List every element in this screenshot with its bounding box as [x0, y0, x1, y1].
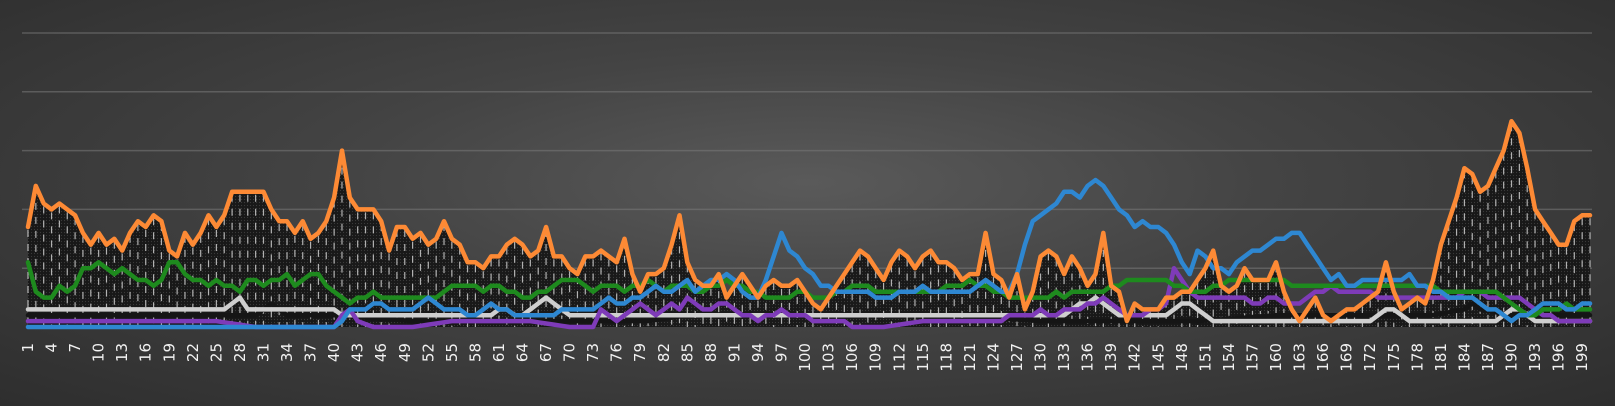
x-tick-label: 169: [1338, 343, 1356, 372]
x-tick-label: 40: [325, 343, 343, 362]
x-tick-label: 130: [1032, 343, 1050, 372]
x-tick-label: 16: [137, 343, 155, 362]
x-tick-label: 199: [1573, 343, 1591, 372]
area-under-orange-series: [28, 121, 1590, 327]
x-tick-label: 64: [514, 343, 532, 362]
x-tick-label: 31: [254, 343, 272, 362]
x-tick-label: 88: [702, 343, 720, 362]
x-tick-label: 121: [961, 343, 979, 372]
series-line-0: [25, 118, 1593, 324]
x-tick-label: 55: [443, 343, 461, 362]
x-tick-label: 109: [867, 343, 885, 372]
x-tick-label: 154: [1220, 343, 1238, 372]
x-tick-label: 112: [890, 343, 908, 372]
x-tick-label: 124: [984, 343, 1002, 372]
x-tick-label: 196: [1550, 343, 1568, 372]
x-tick-label: 76: [608, 343, 626, 362]
x-tick-label: 49: [396, 343, 414, 362]
gridlines: [22, 32, 1592, 269]
x-tick-label: 157: [1243, 343, 1261, 372]
x-tick-label: 181: [1432, 343, 1450, 372]
x-tick-label: 160: [1267, 343, 1285, 372]
x-tick-label: 100: [796, 343, 814, 372]
x-tick-label: 172: [1361, 343, 1379, 372]
x-tick-label: 22: [184, 343, 202, 362]
x-tick-label: 127: [1008, 343, 1026, 372]
x-tick-label: 118: [937, 343, 955, 372]
x-tick-label: 151: [1196, 343, 1214, 372]
x-tick-label: 103: [820, 343, 838, 372]
x-tick-label: 139: [1102, 343, 1120, 372]
x-tick-label: 19: [160, 343, 178, 362]
x-tick-label: 7: [66, 343, 84, 353]
x-tick-label: 82: [655, 343, 673, 362]
x-tick-label: 10: [90, 343, 108, 362]
x-tick-label: 34: [278, 343, 296, 362]
series-line-1: [25, 177, 1593, 330]
x-tick-label: 145: [1149, 343, 1167, 372]
x-tick-label: 190: [1503, 343, 1521, 372]
x-tick-labels: 1 4 7 10 13 16 19 22 25 28 31 34 37 40 43 46 49 52 55 58 61 6…: [19, 343, 1591, 372]
x-tick-label: 37: [302, 343, 320, 362]
x-tick-label: 67: [537, 343, 555, 362]
x-tick-label: 4: [43, 343, 61, 353]
x-tick-label: 133: [1055, 343, 1073, 372]
x-tick-label: 148: [1173, 343, 1191, 372]
x-tick-label: 58: [466, 343, 484, 362]
x-tick-label: 193: [1526, 343, 1544, 372]
x-tick-label: 94: [749, 343, 767, 362]
x-tick-label: 97: [773, 343, 791, 362]
x-tick-label: 166: [1314, 343, 1332, 372]
x-tick-label: 163: [1291, 343, 1309, 372]
x-tick-label: 175: [1385, 343, 1403, 372]
x-tick-label: 70: [561, 343, 579, 362]
area-fill: [28, 121, 1590, 327]
x-tick-label: 136: [1079, 343, 1097, 372]
x-tick-label: 187: [1479, 343, 1497, 372]
x-tick-label: 85: [678, 343, 696, 362]
x-tick-label: 142: [1126, 343, 1144, 372]
x-tick-label: 25: [207, 343, 225, 362]
x-tick-label: 115: [914, 343, 932, 372]
x-tick-label: 178: [1408, 343, 1426, 372]
x-tick-label: 106: [843, 343, 861, 372]
x-tick-label: 13: [113, 343, 131, 362]
x-tick-label: 43: [349, 343, 367, 362]
series-lines: [25, 118, 1593, 330]
x-tick-label: 73: [584, 343, 602, 362]
x-tick-label: 184: [1455, 343, 1473, 372]
x-tick-label: 1: [19, 343, 37, 353]
x-tick-label: 91: [725, 343, 743, 362]
x-tick-label: 79: [631, 343, 649, 362]
x-tick-label: 52: [419, 343, 437, 362]
x-tick-label: 46: [372, 343, 390, 362]
x-tick-label: 61: [490, 343, 508, 362]
x-tick-label: 28: [231, 343, 249, 362]
